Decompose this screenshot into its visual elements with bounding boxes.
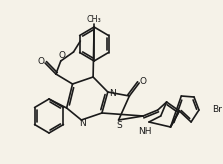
Text: CH₃: CH₃ — [87, 16, 101, 24]
Text: O: O — [140, 78, 147, 86]
Text: S: S — [117, 121, 122, 130]
Text: NH: NH — [138, 126, 152, 135]
Text: N: N — [109, 89, 116, 98]
Text: N: N — [79, 120, 86, 129]
Text: O: O — [58, 51, 65, 61]
Text: O: O — [38, 58, 45, 66]
Text: Br: Br — [212, 104, 222, 113]
